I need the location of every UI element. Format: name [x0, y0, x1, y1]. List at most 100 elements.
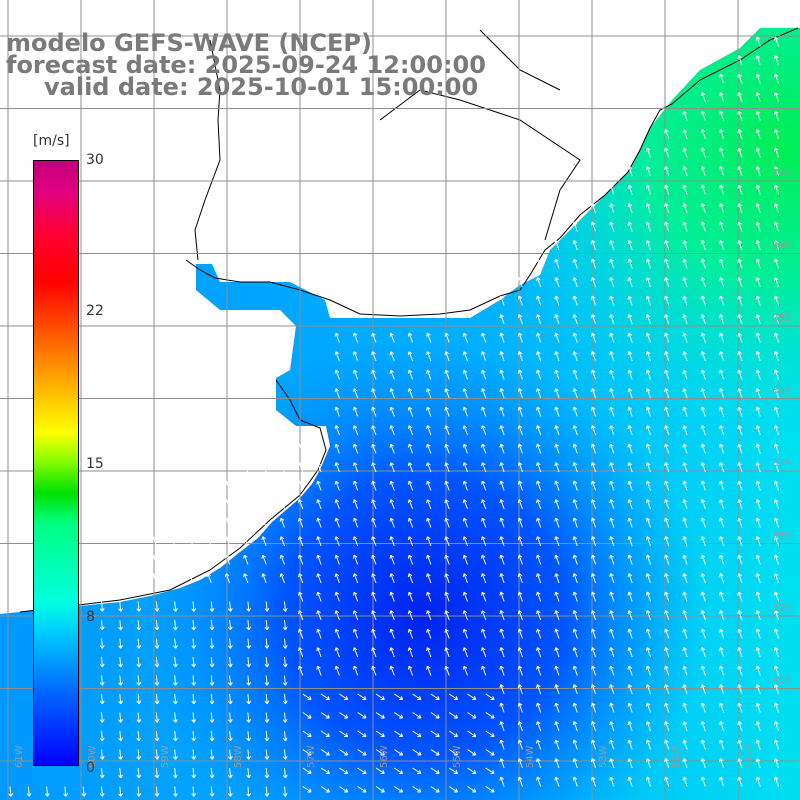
wind-arrow: [426, 573, 432, 584]
wind-arrow: [737, 480, 743, 491]
wind-arrow: [755, 314, 761, 325]
wind-arrow: [448, 749, 458, 756]
wind-arrow: [371, 406, 377, 417]
wind-arrow: [664, 591, 670, 602]
wind-arrow: [444, 554, 450, 565]
wind-arrow: [719, 92, 725, 103]
wind-arrow: [627, 277, 633, 288]
wind-arrow: [426, 388, 432, 399]
wind-arrow: [627, 684, 633, 695]
wind-arrow: [407, 517, 414, 528]
wind-arrow: [590, 351, 597, 362]
wind-arrow: [737, 684, 743, 695]
wind-arrow: [737, 240, 743, 251]
wind-arrow: [700, 129, 706, 140]
wind-arrow: [206, 499, 212, 510]
wind-arrow: [462, 332, 468, 343]
wind-arrow: [700, 240, 706, 251]
wind-arrow: [572, 425, 578, 436]
wind-arrow: [554, 517, 560, 528]
wind-arrow: [118, 656, 123, 668]
wind-arrow: [645, 277, 651, 288]
wind-arrow: [627, 480, 633, 491]
wind-arrow: [682, 314, 688, 325]
wind-arrow: [426, 628, 432, 639]
lon-label: 57W: [306, 745, 317, 768]
wind-arrow: [700, 203, 706, 214]
wind-arrow: [206, 573, 212, 584]
wind-arrow: [590, 332, 597, 343]
wind-arrow: [755, 258, 761, 269]
wind-arrow: [282, 619, 288, 631]
wind-arrow: [773, 573, 780, 584]
wind-arrow: [664, 573, 670, 584]
wind-arrow: [773, 110, 780, 121]
wind-arrow: [700, 665, 706, 676]
wind-arrow: [339, 767, 349, 775]
wind-arrow: [462, 351, 468, 362]
wind-arrow: [773, 351, 780, 362]
wind-arrow: [302, 693, 312, 701]
wind-arrow: [536, 702, 542, 713]
wind-arrow: [227, 675, 233, 686]
wind-arrow: [444, 517, 450, 528]
wind-arrow: [282, 693, 288, 705]
wind-arrow: [536, 314, 542, 325]
wind-arrow: [755, 240, 761, 251]
wind-arrow: [755, 332, 761, 343]
wind-arrow: [700, 184, 706, 195]
wind-arrow: [426, 591, 432, 602]
wind-arrow: [444, 665, 450, 676]
wind-arrow: [664, 536, 670, 547]
wind-arrow: [480, 628, 487, 639]
wind-arrow: [700, 166, 706, 177]
wind-arrow: [755, 388, 761, 399]
wind-arrow: [700, 295, 706, 306]
colorbar-unit: [m/s]: [33, 133, 70, 149]
wind-arrow: [517, 536, 523, 547]
wind-arrow: [261, 499, 267, 510]
wind-arrow: [8, 786, 14, 797]
wind-arrow: [645, 554, 651, 565]
wind-arrow: [664, 702, 670, 713]
wind-arrow: [136, 749, 142, 760]
wind-arrow: [499, 369, 505, 380]
wind-arrow: [682, 240, 688, 251]
wind-arrow: [773, 277, 780, 288]
wind-arrow: [609, 628, 615, 639]
wind-arrow: [444, 480, 450, 491]
wind-arrow: [737, 443, 743, 454]
wind-arrow: [609, 314, 615, 325]
wind-arrow: [444, 369, 450, 380]
wind-arrow: [407, 628, 414, 639]
wind-arrow: [682, 536, 688, 547]
wind-arrow: [118, 638, 123, 649]
wind-arrow: [352, 369, 359, 380]
wind-arrow: [737, 55, 743, 66]
wind-arrow: [773, 166, 780, 177]
wind-arrow: [499, 702, 505, 713]
wind-arrow: [755, 462, 761, 473]
wind-arrow: [645, 628, 651, 639]
wind-arrow: [154, 619, 160, 631]
wind-arrow: [737, 665, 743, 676]
wind-arrow: [375, 693, 385, 701]
wind-arrow: [209, 675, 215, 686]
wind-arrow: [517, 332, 523, 343]
wind-arrow: [755, 203, 761, 214]
wind-arrow: [264, 601, 270, 612]
wind-arrow: [246, 675, 252, 686]
wind-arrow: [664, 684, 670, 695]
wind-arrow: [609, 665, 615, 676]
wind-arrow: [339, 749, 349, 756]
wind-arrow: [224, 573, 231, 584]
wind-arrow: [609, 277, 615, 288]
wind-arrow: [302, 712, 312, 719]
wind-arrow: [536, 369, 542, 380]
wind-arrow: [773, 406, 780, 417]
wind-arrow: [462, 554, 468, 565]
wind-arrow: [297, 443, 304, 454]
lat-label: 33S: [772, 168, 791, 179]
wind-arrow: [371, 591, 377, 602]
wind-arrow: [191, 656, 197, 668]
